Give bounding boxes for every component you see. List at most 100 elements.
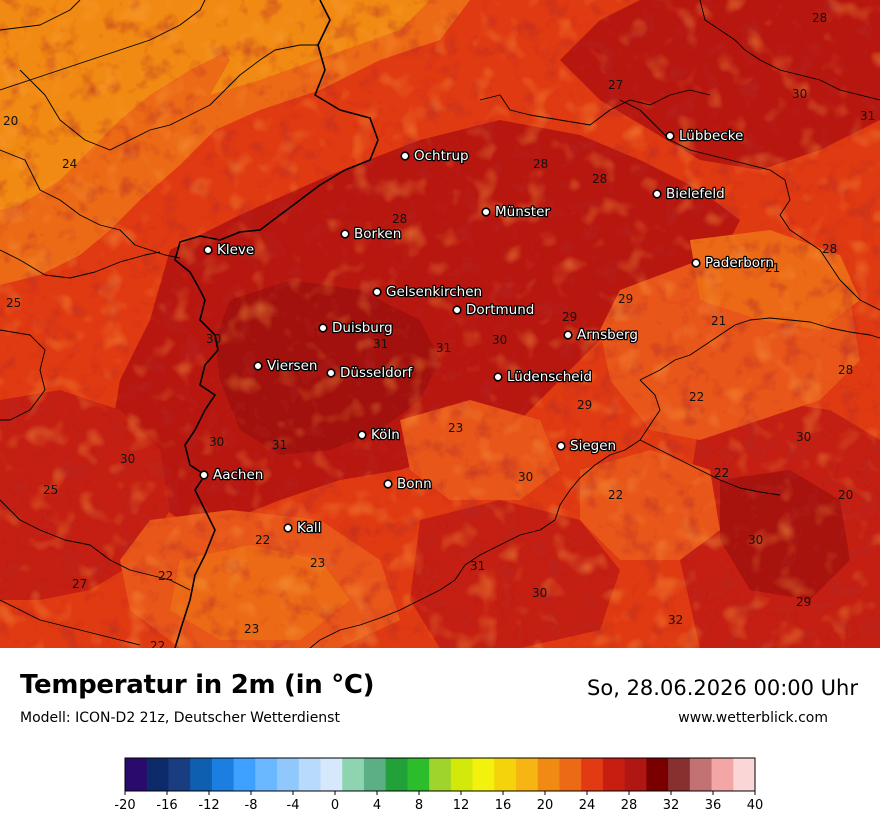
color-scale-swatch xyxy=(472,758,495,791)
color-scale-swatch xyxy=(320,758,343,791)
color-scale-tick-label: 36 xyxy=(705,798,722,813)
city-duisburg: Duisburg xyxy=(318,319,394,337)
color-scale-tick-label: -20 xyxy=(114,798,135,813)
color-scale-swatch xyxy=(689,758,712,791)
isotherm-label: 29 xyxy=(618,292,633,306)
color-scale-swatch xyxy=(429,758,452,791)
color-scale-swatch xyxy=(363,758,387,791)
isotherm-label: 25 xyxy=(6,296,21,310)
state-borders xyxy=(0,0,880,648)
color-scale-swatch xyxy=(125,758,148,791)
isotherm-label: 23 xyxy=(448,421,463,435)
isotherm-label: 28 xyxy=(838,363,853,377)
isotherm-label: 22 xyxy=(158,569,173,583)
color-scale-swatch xyxy=(342,758,365,791)
isotherm-label: 30 xyxy=(518,470,533,484)
color-scale-swatch xyxy=(190,758,213,791)
svg-text:Bielefeld: Bielefeld xyxy=(666,186,725,202)
svg-text:Düsseldorf: Düsseldorf xyxy=(340,365,413,381)
svg-text:Aachen: Aachen xyxy=(213,467,263,483)
isotherm-label: 27 xyxy=(608,78,623,92)
temperature-field-texture-light xyxy=(0,0,880,648)
svg-text:Kleve: Kleve xyxy=(217,242,254,258)
color-scale-tick-label: 12 xyxy=(453,798,470,813)
svg-text:Köln: Köln xyxy=(371,427,400,443)
color-scale-tick-label: 24 xyxy=(579,798,596,813)
isotherm-label: 28 xyxy=(533,157,548,171)
isotherm-label: 31 xyxy=(470,559,485,573)
isotherm-label: 28 xyxy=(592,172,607,186)
isotherm-label: 20 xyxy=(3,114,18,128)
isotherm-label: 31 xyxy=(272,438,287,452)
color-scale-swatch xyxy=(146,758,169,791)
color-scale-swatch xyxy=(211,758,235,791)
isotherm-label: 31 xyxy=(373,337,388,351)
isotherm-label: 30 xyxy=(120,452,135,466)
color-scale-swatch xyxy=(537,758,560,791)
city-bielefeld: Bielefeld xyxy=(652,185,726,203)
color-scale-tick-label: 16 xyxy=(495,798,512,813)
temperature-map: 28 27 30 31 20 24 28 28 28 25 28 29 29 3… xyxy=(0,0,880,648)
city-viersen: Viersen xyxy=(253,357,319,375)
isotherm-label: 21 xyxy=(765,261,780,275)
city-bonn: Bonn xyxy=(383,475,433,493)
city-kleve: Kleve xyxy=(203,241,256,259)
svg-text:Münster: Münster xyxy=(495,204,550,220)
forecast-datetime: So, 28.06.2026 00:00 Uhr xyxy=(587,676,858,700)
isotherm-label: 22 xyxy=(255,533,270,547)
isotherm-labels: 28 27 30 31 20 24 28 28 28 25 28 29 29 3… xyxy=(3,11,875,648)
isotherm-label: 20 xyxy=(838,488,853,502)
color-scale-swatch xyxy=(168,758,191,791)
isotherm-label: 22 xyxy=(714,466,729,480)
city-gelsenkirchen: Gelsenkirchen xyxy=(372,283,483,301)
city-dortmund: Dortmund xyxy=(452,301,536,319)
color-scale-swatch xyxy=(385,758,408,791)
city-duesseldorf: Düsseldorf xyxy=(326,364,415,382)
color-scale-swatch xyxy=(516,758,539,791)
color-scale-tick-label: 0 xyxy=(331,798,339,813)
color-scale-swatch xyxy=(624,758,647,791)
color-scale-swatch xyxy=(581,758,604,791)
color-scale-tick-label: 40 xyxy=(747,798,764,813)
svg-text:Dortmund: Dortmund xyxy=(466,302,534,318)
isotherm-label: 30 xyxy=(796,430,811,444)
isotherm-label: 23 xyxy=(310,556,325,570)
map-title: Temperatur in 2m (in °C) xyxy=(20,670,375,700)
color-scale-swatch xyxy=(711,758,734,791)
model-source: Modell: ICON-D2 21z, Deutscher Wetterdie… xyxy=(20,710,340,726)
isotherm-label: 32 xyxy=(668,613,683,627)
color-scale-tick-label: 8 xyxy=(415,798,423,813)
color-scale-swatch xyxy=(233,758,256,791)
isotherm-label: 29 xyxy=(562,310,577,324)
isotherm-label: 29 xyxy=(796,595,811,609)
isotherm-label: 30 xyxy=(206,332,221,346)
color-scale-tick-label: -16 xyxy=(156,798,177,813)
svg-text:Ochtrup: Ochtrup xyxy=(414,148,469,164)
color-scale-swatch xyxy=(646,758,669,791)
color-scale-swatch xyxy=(602,758,626,791)
isotherm-label: 30 xyxy=(492,333,507,347)
color-scale-tick-label: -4 xyxy=(287,798,300,813)
isotherm-label: 30 xyxy=(748,533,763,547)
color-scale-ticks: -20 -16 -12 -8 -4 0 4 8 12 16 20 24 28 32 36 40 xyxy=(114,791,763,813)
svg-text:Duisburg: Duisburg xyxy=(332,320,393,336)
isotherm-label: 30 xyxy=(532,586,547,600)
svg-text:Lüdenscheid: Lüdenscheid xyxy=(507,369,592,385)
color-scale-swatch xyxy=(733,758,756,791)
color-scale-frame xyxy=(124,757,756,792)
city-koeln: Köln xyxy=(357,426,401,444)
isotherm-label: 22 xyxy=(150,639,165,648)
color-scale-swatch xyxy=(277,758,300,791)
isotherm-label: 22 xyxy=(608,488,623,502)
color-scale-swatch xyxy=(559,758,582,791)
color-scale-tick-label: 20 xyxy=(537,798,554,813)
isotherm-label: 27 xyxy=(72,577,87,591)
isotherm-label: 25 xyxy=(43,483,58,497)
city-markers: Ochtrup Lübbecke Münster Bielefeld Kleve… xyxy=(199,127,775,537)
svg-text:Viersen: Viersen xyxy=(267,358,317,374)
isotherm-label: 30 xyxy=(792,87,807,101)
color-scale-swatch xyxy=(668,758,691,791)
city-muenster: Münster xyxy=(481,203,552,221)
svg-text:Lübbecke: Lübbecke xyxy=(679,128,743,144)
svg-text:Bonn: Bonn xyxy=(397,476,432,492)
